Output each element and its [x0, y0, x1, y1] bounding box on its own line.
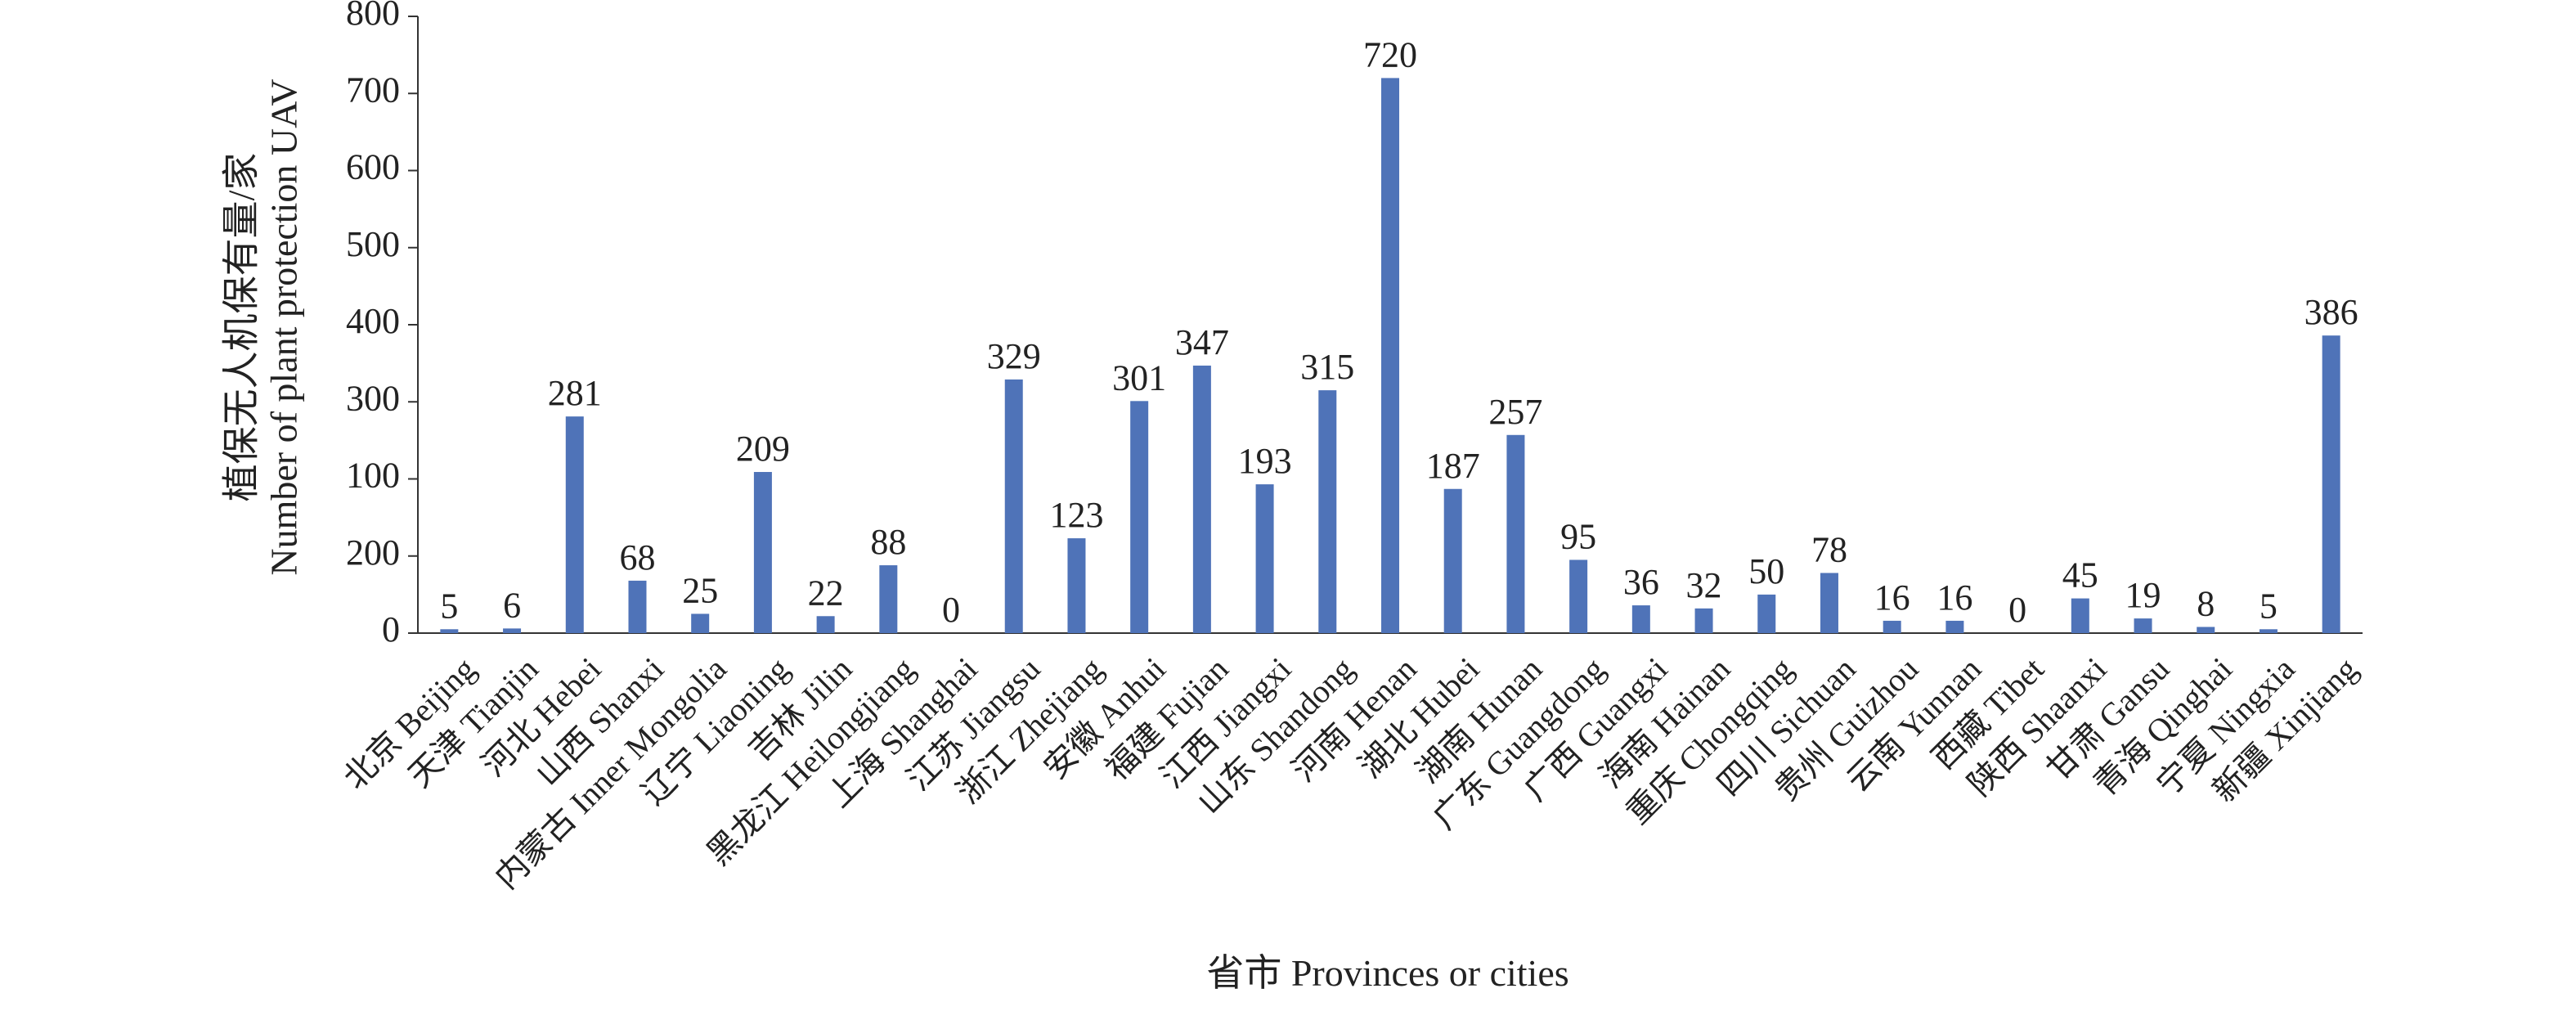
- value-label: 329: [987, 336, 1041, 376]
- value-label: 16: [1874, 577, 1910, 618]
- value-label: 301: [1112, 357, 1166, 398]
- value-label: 187: [1426, 446, 1480, 486]
- bar: [440, 629, 459, 633]
- y-tick-label: 100: [346, 456, 400, 496]
- bar: [628, 580, 647, 633]
- bar: [1506, 434, 1525, 633]
- value-label: 0: [2008, 590, 2026, 630]
- bar: [565, 416, 584, 633]
- bar: [2071, 598, 2089, 633]
- bar: [1443, 488, 1462, 633]
- value-label: 193: [1238, 441, 1292, 481]
- bar: [1381, 78, 1399, 633]
- y-axis-title: Number of plant protection UAV: [263, 79, 305, 575]
- value-label: 386: [2304, 292, 2358, 332]
- bar: [1883, 620, 1901, 633]
- y-tick-label: 400: [346, 301, 400, 341]
- bar: [2259, 629, 2278, 633]
- bar: [1318, 390, 1337, 633]
- value-label: 19: [2125, 575, 2161, 615]
- bar: [1192, 365, 1211, 633]
- value-label: 347: [1175, 322, 1229, 362]
- value-label: 5: [440, 586, 458, 626]
- value-label: 123: [1049, 495, 1103, 535]
- y-tick-label: 200: [346, 532, 400, 573]
- value-label: 281: [548, 373, 602, 413]
- bar: [1067, 538, 1086, 633]
- value-label: 5: [2260, 586, 2278, 626]
- value-label: 8: [2197, 583, 2215, 623]
- y-axis-title: 植保无人机保有量/家: [221, 153, 263, 502]
- value-label: 36: [1623, 562, 1659, 602]
- value-label: 88: [870, 522, 906, 562]
- bar: [1631, 605, 1650, 633]
- value-label: 315: [1300, 347, 1354, 387]
- x-axis-title: 省市 Provinces or cities: [1206, 952, 1568, 994]
- value-label: 25: [682, 570, 718, 610]
- y-tick-label: 700: [346, 70, 400, 110]
- bar: [1004, 379, 1023, 633]
- y-tick-label: 600: [346, 147, 400, 187]
- bar: [1130, 401, 1149, 633]
- y-tick-label: 500: [346, 224, 400, 264]
- value-label: 45: [2062, 555, 2098, 595]
- bar: [1569, 559, 1588, 633]
- value-label: 32: [1686, 565, 1722, 605]
- value-label: 95: [1560, 516, 1596, 556]
- bar: [691, 613, 710, 633]
- bar: [879, 565, 898, 633]
- y-tick-label: 300: [346, 378, 400, 418]
- value-label: 22: [808, 573, 844, 613]
- value-label: 257: [1488, 392, 1542, 432]
- bar: [1694, 608, 1713, 633]
- value-label: 720: [1363, 34, 1417, 74]
- value-label: 78: [1811, 529, 1847, 569]
- value-label: 209: [736, 429, 790, 469]
- value-label: 50: [1748, 551, 1784, 591]
- value-label: 0: [942, 590, 960, 630]
- bar: [2197, 627, 2215, 633]
- bar: [1820, 573, 1838, 633]
- bar: [1945, 620, 1964, 633]
- value-label: 16: [1936, 577, 1972, 618]
- bar: [2322, 335, 2340, 633]
- bar: [2134, 618, 2152, 633]
- bar: [816, 616, 835, 633]
- bar: [503, 628, 522, 633]
- y-tick-label: 800: [346, 0, 400, 33]
- y-tick-label: 0: [382, 609, 400, 649]
- bar: [753, 472, 772, 633]
- bar: [1255, 484, 1274, 633]
- value-label: 6: [503, 585, 521, 625]
- bar: [1757, 594, 1776, 633]
- value-label: 68: [619, 537, 655, 577]
